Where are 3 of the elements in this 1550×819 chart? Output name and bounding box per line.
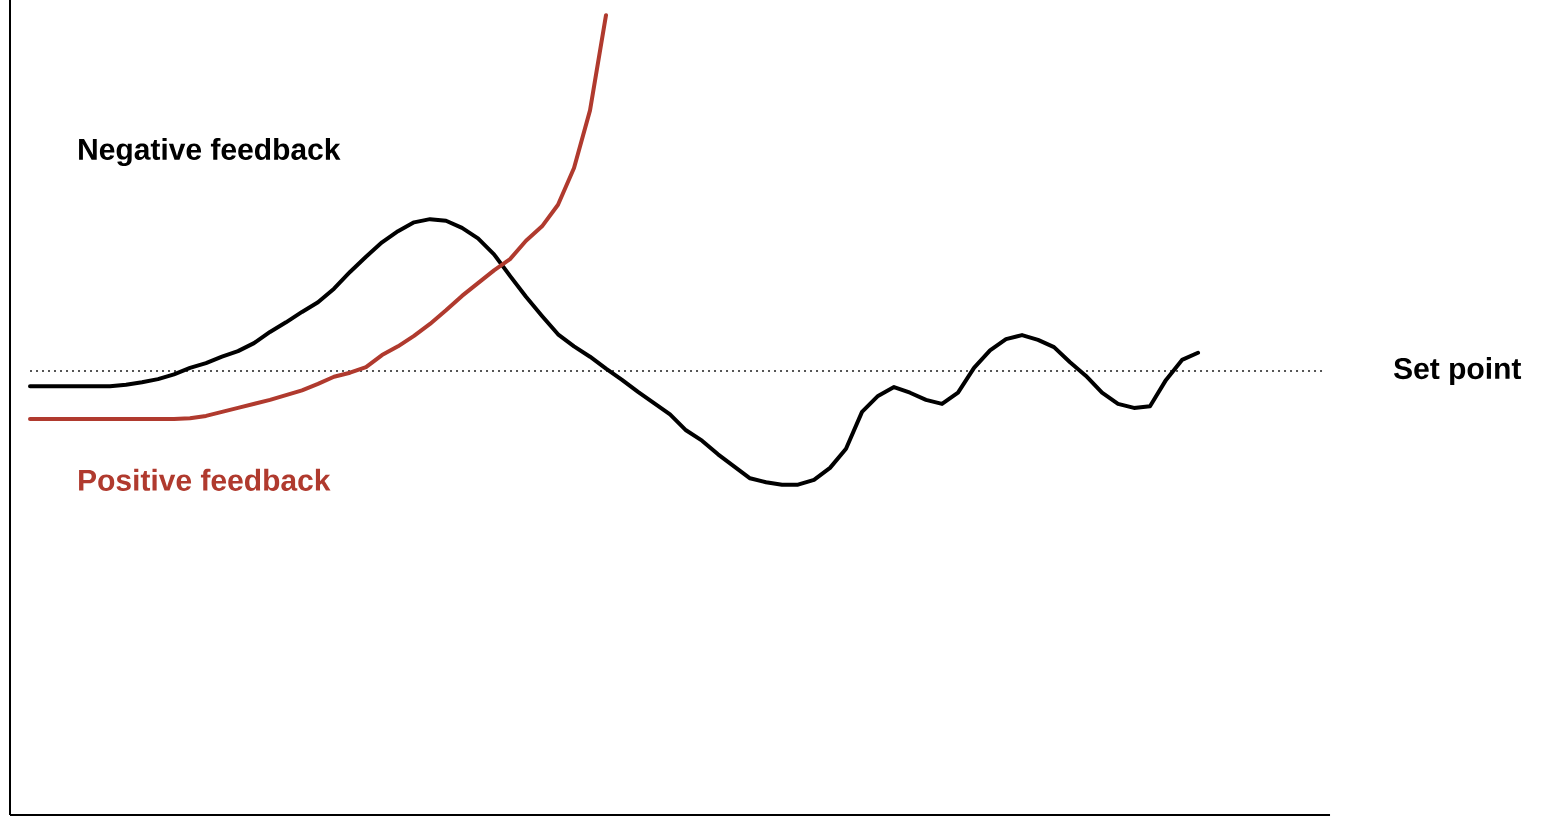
text: Negative feedback	[79, 137, 341, 167]
ref-line-label: Set point	[1393, 357, 1522, 386]
series-label: Positive feedback	[79, 468, 331, 491]
